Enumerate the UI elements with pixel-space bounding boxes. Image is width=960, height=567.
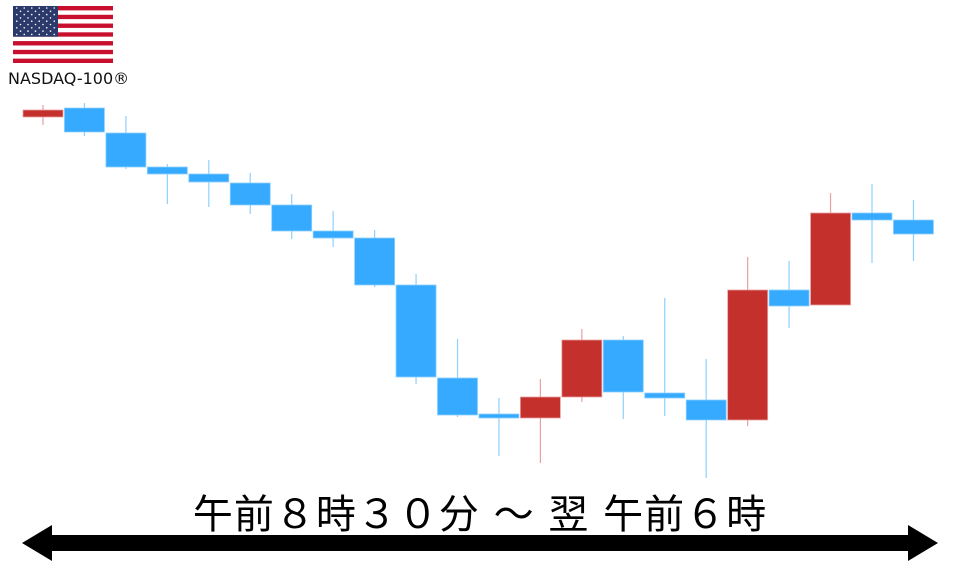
candle-body — [437, 377, 478, 416]
candle-body — [768, 289, 810, 307]
candle-10 — [395, 274, 437, 384]
candle-body — [229, 182, 271, 206]
candle-9 — [354, 230, 396, 287]
candle-body — [727, 289, 769, 421]
candle-18 — [727, 257, 769, 426]
candle-16 — [644, 298, 686, 416]
candle-body — [851, 212, 893, 221]
candle-22 — [893, 200, 934, 261]
candle-15 — [602, 336, 644, 419]
candle-20 — [810, 193, 851, 306]
candle-body — [105, 132, 147, 168]
candle-11 — [437, 339, 478, 417]
candle-body — [271, 204, 313, 232]
candle-4 — [146, 164, 188, 204]
candle-body — [146, 166, 188, 175]
candle-body — [395, 284, 437, 378]
candle-body — [188, 173, 230, 183]
candle-body — [685, 399, 727, 421]
time-range-caption: 午前８時３０分 ～ 翌 午前６時 — [192, 492, 768, 538]
candle-14 — [561, 329, 603, 402]
candle-1 — [22, 105, 64, 125]
candle-body — [644, 392, 686, 399]
index-label: NASDAQ-100® — [8, 69, 130, 88]
candle-7 — [271, 194, 313, 239]
candle-21 — [851, 184, 893, 263]
candle-body — [478, 413, 520, 419]
candle-body — [561, 339, 603, 398]
candle-body — [64, 107, 105, 133]
candle-body — [893, 219, 934, 235]
candle-body — [810, 212, 851, 306]
double-arrow-icon — [22, 525, 938, 561]
candle-body — [602, 339, 644, 393]
candle-8 — [312, 211, 354, 247]
candle-body — [520, 396, 561, 419]
candlestick-chart — [22, 103, 934, 478]
candle-body — [354, 237, 396, 286]
candle-19 — [768, 261, 810, 328]
candle-13 — [520, 379, 561, 463]
candle-2 — [64, 103, 105, 136]
candle-17 — [685, 359, 727, 478]
candle-body — [312, 230, 354, 239]
us-flag-icon — [13, 6, 113, 63]
candle-3 — [105, 116, 147, 169]
candle-5 — [188, 160, 230, 207]
candle-body — [22, 109, 64, 118]
candle-12 — [478, 398, 520, 456]
candle-6 — [229, 173, 271, 214]
